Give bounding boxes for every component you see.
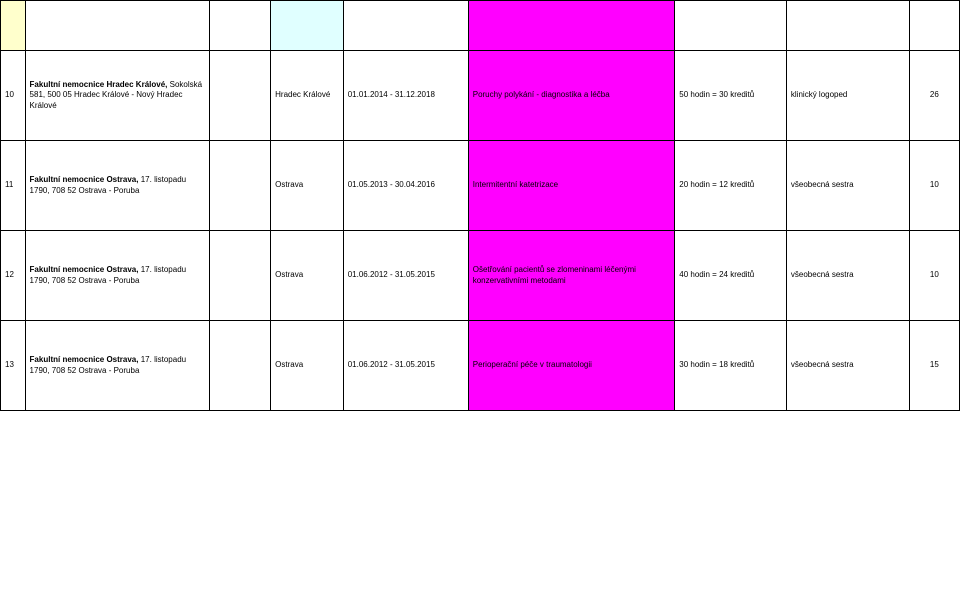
topic-text: Perioperační péče v traumatologii xyxy=(473,360,592,369)
cell-empty xyxy=(209,231,270,321)
credits-text: 15 xyxy=(930,360,939,369)
cell-profession: všeobecná sestra xyxy=(786,141,909,231)
institution-name: Fakultní nemocnice Ostrava, xyxy=(30,355,139,364)
profession-text: klinický logoped xyxy=(791,90,847,99)
cell-topic: Ošetřování pacientů se zlomeninami léčen… xyxy=(468,231,675,321)
header-cell-empty xyxy=(209,1,270,51)
cell-credits: 10 xyxy=(909,141,959,231)
profession-text: všeobecná sestra xyxy=(791,180,854,189)
city-text: Hradec Králové xyxy=(275,90,330,99)
cell-city: Ostrava xyxy=(271,141,344,231)
header-cell-inst xyxy=(25,1,209,51)
dates-text: 01.01.2014 - 31.12.2018 xyxy=(348,90,435,99)
cell-hours: 30 hodin = 18 kreditů xyxy=(675,321,787,411)
row-number: 13 xyxy=(5,360,14,369)
city-text: Ostrava xyxy=(275,360,303,369)
cell-num: 11 xyxy=(1,141,26,231)
institution-name: Fakultní nemocnice Ostrava, xyxy=(30,175,139,184)
header-cell-dates xyxy=(343,1,468,51)
dates-text: 01.05.2013 - 30.04.2016 xyxy=(348,180,435,189)
profession-text: všeobecná sestra xyxy=(791,360,854,369)
row-number: 11 xyxy=(5,180,13,189)
cell-profession: všeobecná sestra xyxy=(786,231,909,321)
cell-hours: 40 hodin = 24 kreditů xyxy=(675,231,787,321)
cell-profession: všeobecná sestra xyxy=(786,321,909,411)
dates-text: 01.06.2012 - 31.05.2015 xyxy=(348,360,435,369)
cell-institution: Fakultní nemocnice Ostrava, 17. listopad… xyxy=(25,321,209,411)
institution-name: Fakultní nemocnice Ostrava, xyxy=(30,265,139,274)
city-text: Ostrava xyxy=(275,270,303,279)
cell-city: Ostrava xyxy=(271,231,344,321)
table-row: 10 Fakultní nemocnice Hradec Králové, Sok… xyxy=(1,51,960,141)
cell-empty xyxy=(209,321,270,411)
header-cell-cred xyxy=(909,1,959,51)
cell-topic: Perioperační péče v traumatologii xyxy=(468,321,675,411)
table-row: 12 Fakultní nemocnice Ostrava, 17. listop… xyxy=(1,231,960,321)
cell-institution: Fakultní nemocnice Hradec Králové, Sokol… xyxy=(25,51,209,141)
cell-institution: Fakultní nemocnice Ostrava, 17. listopad… xyxy=(25,141,209,231)
cell-credits: 15 xyxy=(909,321,959,411)
header-cell-city xyxy=(271,1,344,51)
topic-text: Intermitentní katetrizace xyxy=(473,180,558,189)
cell-num: 10 xyxy=(1,51,26,141)
cell-credits: 26 xyxy=(909,51,959,141)
cell-dates: 01.05.2013 - 30.04.2016 xyxy=(343,141,468,231)
profession-text: všeobecná sestra xyxy=(791,270,854,279)
cell-city: Hradec Králové xyxy=(271,51,344,141)
cell-num: 12 xyxy=(1,231,26,321)
cell-credits: 10 xyxy=(909,231,959,321)
table-row: 13 Fakultní nemocnice Ostrava, 17. listop… xyxy=(1,321,960,411)
cell-institution: Fakultní nemocnice Ostrava, 17. listopad… xyxy=(25,231,209,321)
medical-courses-table: 10 Fakultní nemocnice Hradec Králové, Sok… xyxy=(0,0,960,411)
row-number: 10 xyxy=(5,90,14,99)
hours-text: 20 hodin = 12 kreditů xyxy=(679,180,754,189)
cell-topic: Intermitentní katetrizace xyxy=(468,141,675,231)
cell-dates: 01.06.2012 - 31.05.2015 xyxy=(343,231,468,321)
header-cell-prof xyxy=(786,1,909,51)
table-row: 11 Fakultní nemocnice Ostrava, 17. listop… xyxy=(1,141,960,231)
row-number: 12 xyxy=(5,270,14,279)
header-row xyxy=(1,1,960,51)
cell-hours: 50 hodin = 30 kreditů xyxy=(675,51,787,141)
credits-text: 26 xyxy=(930,90,939,99)
header-cell-num xyxy=(1,1,26,51)
cell-dates: 01.01.2014 - 31.12.2018 xyxy=(343,51,468,141)
cell-empty xyxy=(209,51,270,141)
credits-text: 10 xyxy=(930,180,939,189)
credits-text: 10 xyxy=(930,270,939,279)
topic-text: Ošetřování pacientů se zlomeninami léčen… xyxy=(473,265,636,284)
cell-dates: 01.06.2012 - 31.05.2015 xyxy=(343,321,468,411)
cell-empty xyxy=(209,141,270,231)
cell-topic: Poruchy polykání - diagnostika a léčba xyxy=(468,51,675,141)
header-cell-hours xyxy=(675,1,787,51)
institution-name: Fakultní nemocnice Hradec Králové, xyxy=(30,80,168,89)
dates-text: 01.06.2012 - 31.05.2015 xyxy=(348,270,435,279)
cell-city: Ostrava xyxy=(271,321,344,411)
cell-profession: klinický logoped xyxy=(786,51,909,141)
city-text: Ostrava xyxy=(275,180,303,189)
topic-text: Poruchy polykání - diagnostika a léčba xyxy=(473,90,610,99)
header-cell-topic xyxy=(468,1,675,51)
cell-hours: 20 hodin = 12 kreditů xyxy=(675,141,787,231)
hours-text: 30 hodin = 18 kreditů xyxy=(679,360,754,369)
hours-text: 40 hodin = 24 kreditů xyxy=(679,270,754,279)
hours-text: 50 hodin = 30 kreditů xyxy=(679,90,754,99)
cell-num: 13 xyxy=(1,321,26,411)
